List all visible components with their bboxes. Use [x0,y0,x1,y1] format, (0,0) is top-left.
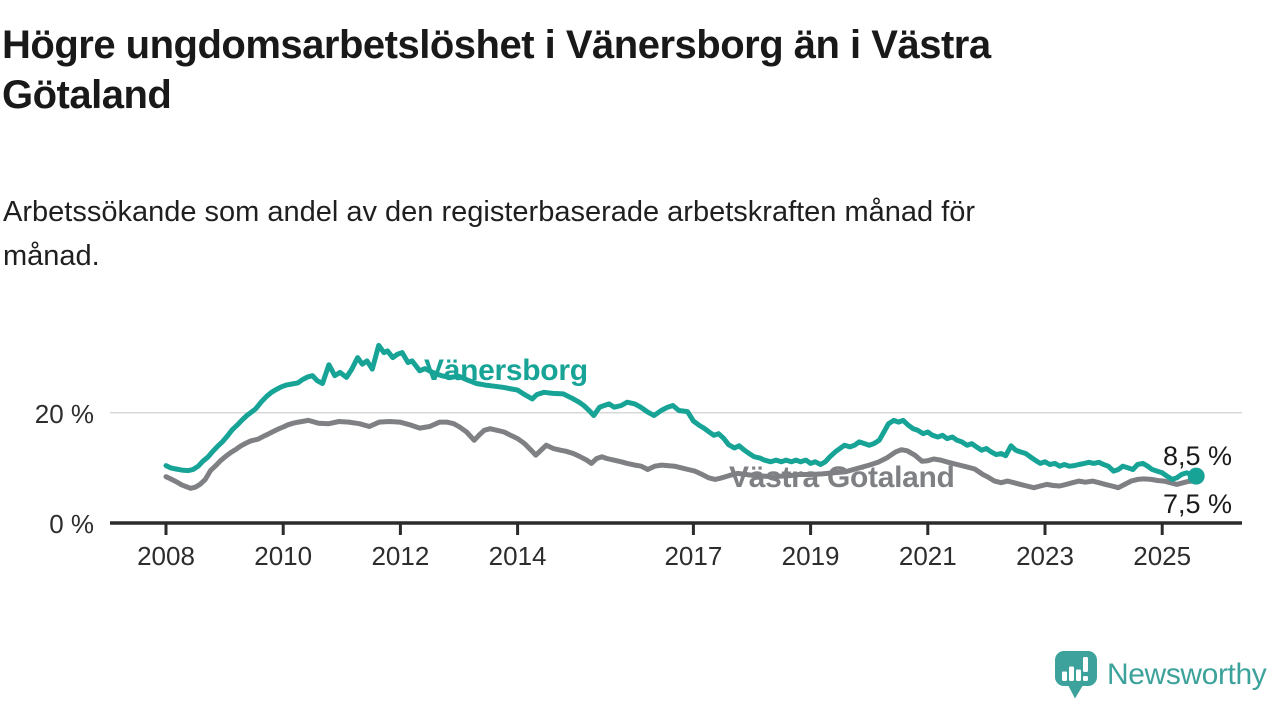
series-line-v-stra-g-taland [163,417,1199,491]
newsworthy-logo: Newsworthy [1054,650,1267,700]
x-tick-label-2014: 2014 [488,541,547,571]
y-axis-label-20: 20 % [34,399,94,429]
series-label-vanersborg: Vänersborg [424,354,588,387]
x-tick-label-2008: 2008 [137,541,195,571]
end-value-label-vanersborg: 8,5 % [1163,441,1233,471]
x-tick-label-2012: 2012 [371,541,430,571]
x-tick-label-2025: 2025 [1133,541,1192,571]
page-title: Högre ungdomsarbetslöshet i Vänersborg ä… [2,23,991,117]
x-tick-label-2017: 2017 [664,541,723,571]
x-tick-label-2019: 2019 [781,541,840,571]
series-line-v-nersborg [163,342,1199,482]
end-value-label-vastra-gotaland: 7,5 % [1163,489,1233,519]
series-end-dot [1187,467,1205,485]
x-tick-label-2023: 2023 [1016,541,1074,571]
newsworthy-logo-text: Newsworthy [1107,658,1267,691]
chart-subtitle: Arbetssökande som andel av den registerb… [3,196,976,272]
series-label-vastra-gotaland: Västra Götaland [729,461,955,494]
y-axis-label-0: 0 % [49,509,94,539]
newsworthy-logo-icon [1055,651,1097,699]
x-tick-label-2021: 2021 [898,541,957,571]
x-tick-label-2010: 2010 [254,541,313,571]
